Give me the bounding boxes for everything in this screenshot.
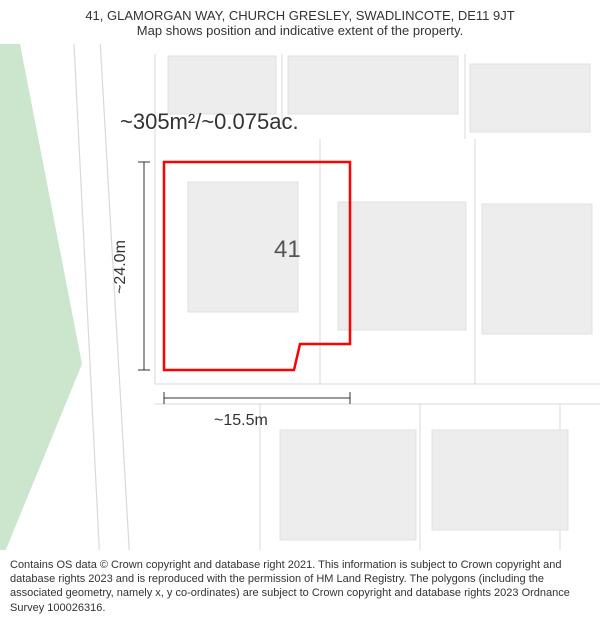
address-title: 41, GLAMORGAN WAY, CHURCH GRESLEY, SWADL…	[10, 8, 590, 23]
map-svg	[0, 44, 600, 550]
house-number-label: 41	[274, 236, 301, 264]
map-canvas: ~305m²/~0.075ac. ~24.0m ~15.5m 41	[0, 44, 600, 550]
width-dimension-label: ~15.5m	[214, 412, 268, 430]
copyright-footer: Contains OS data © Crown copyright and d…	[0, 552, 600, 625]
map-subtitle: Map shows position and indicative extent…	[10, 23, 590, 38]
map-header: 41, GLAMORGAN WAY, CHURCH GRESLEY, SWADL…	[0, 0, 600, 42]
area-label: ~305m²/~0.075ac.	[120, 109, 299, 135]
height-dimension-label: ~24.0m	[112, 240, 130, 294]
